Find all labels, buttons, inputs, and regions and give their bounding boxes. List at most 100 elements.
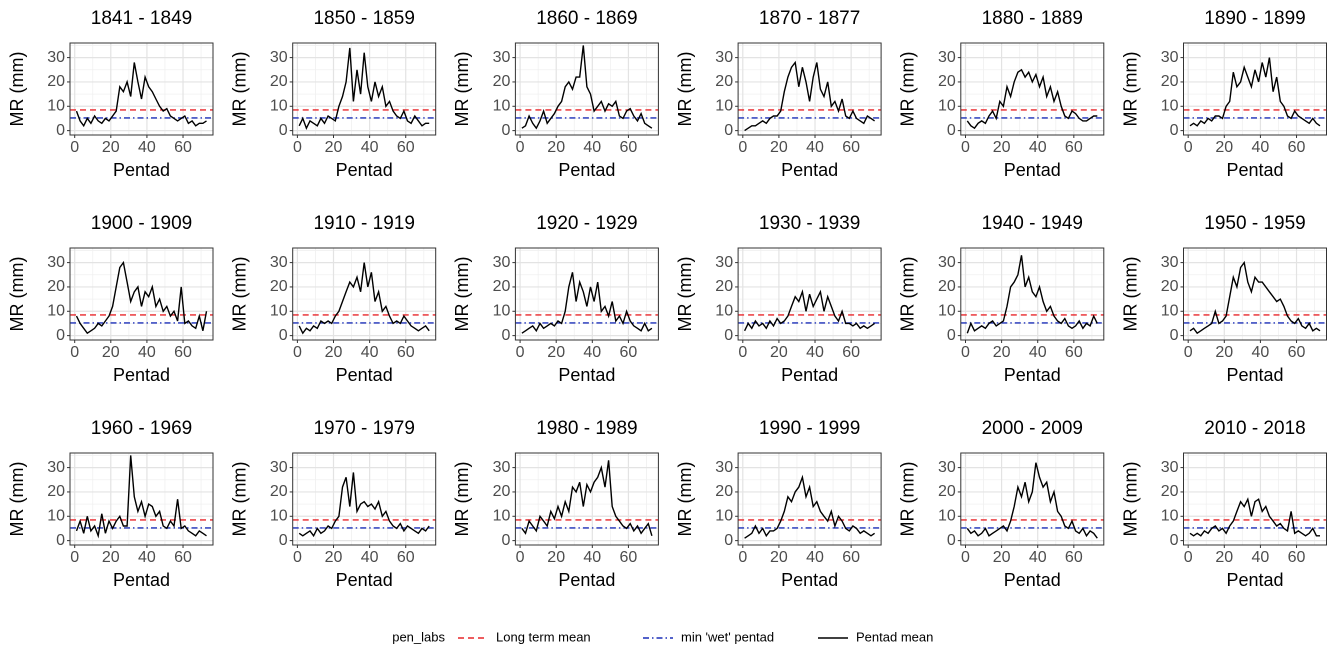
x-tick-label: 60	[842, 139, 860, 156]
x-axis-label: Pentad	[1004, 570, 1061, 590]
x-tick-label: 40	[138, 344, 156, 361]
pentad-line	[75, 260, 208, 335]
y-tick-label: 10	[938, 507, 956, 524]
x-tick-label: 0	[961, 139, 970, 156]
x-tick-label: 20	[325, 344, 343, 361]
pentad-line	[521, 272, 653, 334]
y-tick-label: 30	[715, 459, 733, 476]
panel-border	[514, 247, 659, 341]
panel-border	[514, 42, 659, 136]
y-tick-label: 10	[938, 302, 956, 319]
x-tick-label: 0	[738, 344, 747, 361]
x-tick-label: 40	[583, 344, 601, 361]
y-tick-label: 10	[938, 97, 956, 114]
x-tick-label: 40	[1029, 344, 1047, 361]
y-tick-label: 10	[270, 302, 288, 319]
x-tick-label: 40	[1252, 344, 1270, 361]
y-tick-label: 30	[493, 459, 511, 476]
panel-background	[738, 453, 882, 545]
y-tick-label: 20	[270, 483, 288, 500]
x-tick-label: 0	[516, 139, 525, 156]
x-tick-label: 20	[547, 549, 565, 566]
panel-title: 1990 - 1999	[759, 418, 860, 439]
pentad-line	[298, 262, 430, 335]
y-tick-label: 10	[715, 97, 733, 114]
y-tick-label: 30	[270, 459, 288, 476]
panel-title: 1920 - 1929	[536, 213, 637, 234]
y-tick-label: 10	[47, 97, 65, 114]
x-tick-label: 40	[806, 139, 824, 156]
y-tick-label: 30	[47, 254, 65, 271]
x-tick-label: 60	[1288, 344, 1306, 361]
x-tick-label: 20	[102, 549, 120, 566]
x-tick-label: 20	[102, 344, 120, 361]
x-axis-label: Pentad	[558, 365, 615, 385]
y-tick-label: 20	[938, 278, 956, 295]
panel-border	[960, 247, 1105, 341]
panel-border	[292, 42, 437, 136]
panel-border	[69, 247, 214, 341]
y-tick-label: 20	[270, 278, 288, 295]
x-tick-label: 60	[842, 549, 860, 566]
x-tick-label: 60	[842, 344, 860, 361]
y-axis-label: MR (mm)	[1120, 52, 1140, 127]
panel-background	[1183, 248, 1327, 340]
panel-border	[514, 452, 659, 546]
y-tick-label: 0	[947, 122, 956, 139]
y-tick-label: 30	[938, 459, 956, 476]
x-tick-label: 60	[397, 139, 415, 156]
y-tick-label: 0	[56, 327, 65, 344]
x-axis-label: Pentad	[1226, 365, 1283, 385]
x-tick-label: 60	[1065, 549, 1083, 566]
y-tick-label: 30	[47, 49, 65, 66]
y-tick-label: 30	[1161, 49, 1179, 66]
x-axis-label: Pentad	[1226, 570, 1283, 590]
pentad-line	[75, 62, 207, 128]
x-tick-label: 40	[1252, 549, 1270, 566]
y-tick-label: 20	[47, 278, 65, 295]
y-tick-label: 10	[493, 302, 511, 319]
panel-title: 1970 - 1979	[313, 418, 414, 439]
y-tick-label: 10	[270, 97, 288, 114]
panel-border	[1183, 452, 1327, 546]
panel-title: 1850 - 1859	[313, 8, 414, 29]
pentad-line	[744, 474, 875, 539]
x-tick-label: 20	[770, 344, 788, 361]
panel-title: 1950 - 1959	[1204, 213, 1305, 234]
y-tick-label: 20	[715, 73, 733, 90]
y-tick-label: 0	[501, 327, 510, 344]
y-tick-label: 0	[1170, 327, 1179, 344]
legend-label: Long term mean	[496, 629, 591, 644]
panel-background	[70, 43, 213, 135]
x-tick-label: 60	[620, 139, 638, 156]
x-axis-label: Pentad	[1226, 160, 1283, 180]
y-tick-label: 20	[715, 483, 733, 500]
x-tick-label: 20	[1215, 139, 1233, 156]
x-tick-label: 40	[1029, 549, 1047, 566]
y-tick-label: 20	[47, 483, 65, 500]
panel-border	[292, 452, 437, 546]
x-tick-label: 20	[102, 139, 120, 156]
y-axis-label: MR (mm)	[452, 462, 472, 537]
x-tick-label: 40	[138, 139, 156, 156]
x-tick-label: 20	[770, 139, 788, 156]
x-axis-label: Pentad	[558, 160, 615, 180]
x-axis-label: Pentad	[336, 160, 393, 180]
y-tick-label: 0	[501, 532, 510, 549]
x-tick-label: 0	[70, 139, 79, 156]
panel-border	[737, 452, 882, 546]
pentad-line	[1189, 497, 1320, 537]
y-axis-label: MR (mm)	[675, 52, 695, 127]
x-tick-label: 20	[547, 344, 565, 361]
panel-title: 1910 - 1919	[313, 213, 414, 234]
y-tick-label: 30	[270, 254, 288, 271]
y-axis-label: MR (mm)	[7, 257, 27, 332]
y-axis-label: MR (mm)	[7, 52, 27, 127]
y-axis-label: MR (mm)	[675, 257, 695, 332]
x-tick-label: 20	[1215, 344, 1233, 361]
y-axis-label: MR (mm)	[452, 52, 472, 127]
x-tick-label: 60	[174, 139, 192, 156]
pentad-line	[1189, 57, 1321, 127]
x-tick-label: 40	[361, 344, 379, 361]
x-tick-label: 40	[583, 549, 601, 566]
